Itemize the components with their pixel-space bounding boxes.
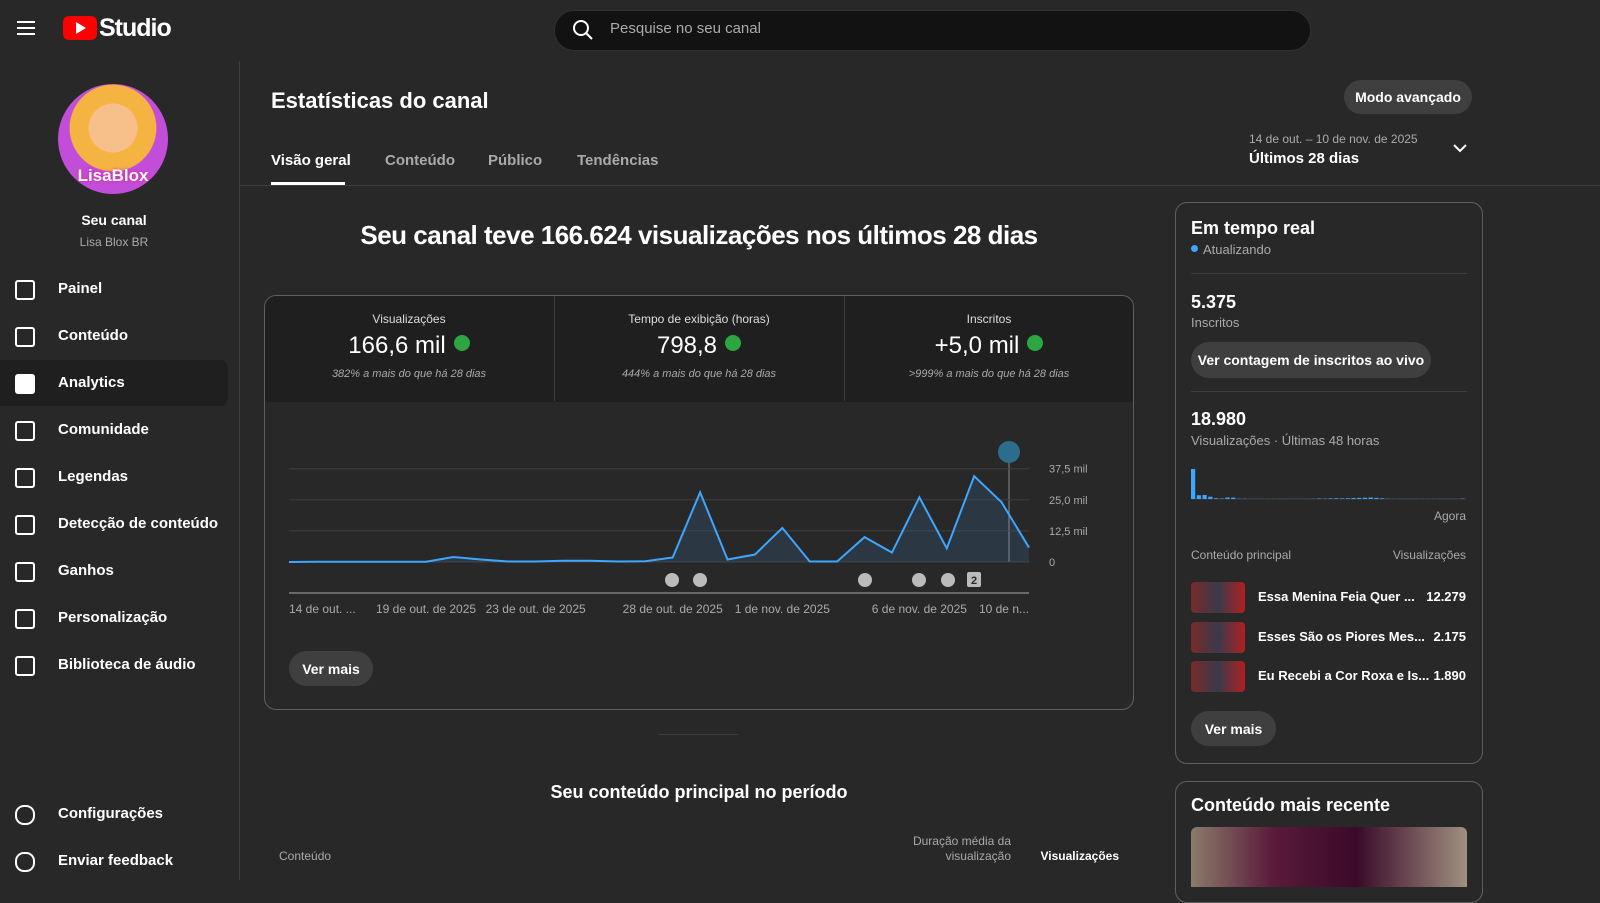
page: Studio Pesquise no seu canal LisaBlox Se… — [0, 0, 1600, 880]
mini-bar — [1363, 498, 1367, 499]
mini-bar — [1317, 499, 1321, 500]
mini-bar — [1220, 499, 1224, 500]
mini-bar — [1357, 498, 1361, 499]
x-tick-label: 19 de out. de 2025 — [376, 602, 476, 616]
mini-bar — [1340, 498, 1344, 499]
x-tick-label: 28 de out. de 2025 — [623, 602, 723, 616]
mini-bar — [1197, 495, 1201, 499]
mini-bar — [1214, 498, 1218, 499]
shorts-marker[interactable] — [665, 573, 679, 587]
shorts-marker[interactable] — [693, 573, 707, 587]
mini-bar — [1329, 498, 1333, 499]
shorts-marker[interactable] — [941, 573, 955, 587]
y-tick-label: 37,5 mil — [1049, 464, 1088, 476]
mini-bar — [1334, 498, 1338, 499]
x-tick-label: 10 de n... — [979, 602, 1029, 616]
mini-bar — [1369, 498, 1373, 500]
x-tick-label: 23 de out. de 2025 — [486, 602, 586, 616]
milestone-icon[interactable] — [998, 441, 1020, 463]
x-tick-label: 14 de out. ... — [289, 602, 356, 616]
y-tick-label: 25,0 mil — [1049, 495, 1088, 507]
upload-markers — [665, 572, 981, 587]
shorts-marker[interactable] — [912, 573, 926, 587]
mini-bar — [1374, 498, 1378, 499]
upload-count: 2 — [971, 575, 977, 587]
mini-bar — [1225, 498, 1229, 500]
area — [289, 476, 1029, 562]
y-tick-label: 12,5 mil — [1049, 526, 1088, 538]
mini-bar — [1202, 495, 1206, 499]
mini-bar — [1380, 498, 1384, 499]
mini-bar — [1351, 498, 1355, 499]
mini-bar — [1191, 469, 1195, 499]
y-tick-label: 0 — [1049, 557, 1055, 569]
mini-bar — [1346, 498, 1350, 499]
mini-bar — [1231, 498, 1235, 499]
chart: 2 0 12,5 mil 25,0 mil 37,5 mil 14 de out. ..… — [0, 0, 1600, 880]
x-tick-label: 6 de nov. de 2025 — [872, 602, 968, 616]
shorts-marker[interactable] — [858, 573, 872, 587]
x-tick-label: 1 de nov. de 2025 — [735, 602, 831, 616]
mini-bar — [1208, 497, 1212, 499]
